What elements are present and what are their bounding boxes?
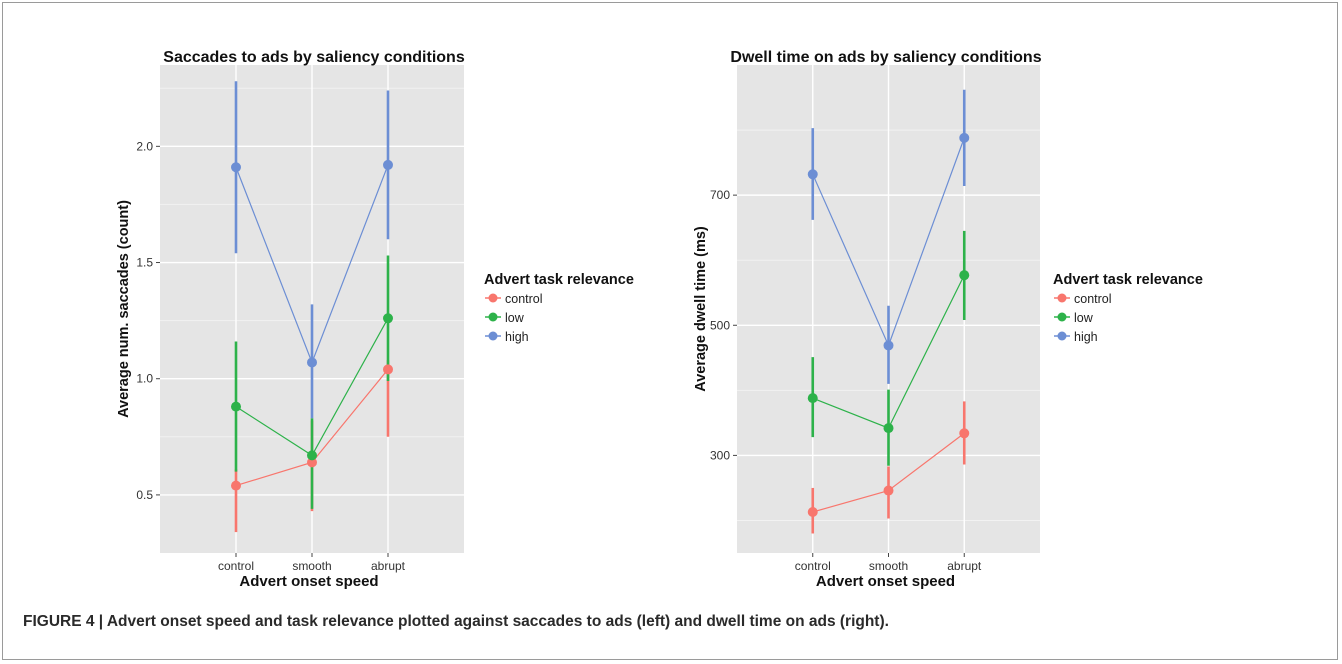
point-control — [959, 428, 970, 439]
point-control — [231, 480, 241, 491]
point-high — [307, 357, 317, 368]
legend: Advert task relevance control low high — [484, 272, 634, 344]
point-low — [307, 450, 317, 461]
x-tick-label: smooth — [869, 559, 908, 573]
legend-label: low — [1074, 311, 1094, 325]
point-low — [231, 401, 241, 412]
legend-item-high: high — [1054, 330, 1098, 344]
x-axis-label: Advert onset speed — [239, 573, 378, 590]
legend-label: low — [505, 311, 525, 325]
chart-1: 0.5 1.0 1.5 2.0 control smooth abrupt Saccades … — [116, 49, 634, 590]
y-tick-label: 500 — [710, 318, 730, 332]
y-tick-label: 1.5 — [136, 256, 153, 270]
x-tick-label: abrupt — [947, 559, 982, 573]
legend-item-low: low — [485, 311, 525, 325]
x-axis-label: Advert onset speed — [816, 573, 955, 590]
legend-key-point — [488, 293, 498, 303]
chart-title: Saccades to ads by saliency conditions — [163, 49, 465, 66]
chart-2: 300 500 700 control smooth abrupt Dwell time o… — [693, 49, 1203, 590]
point-control — [383, 364, 393, 375]
y-tick-label: 1.0 — [136, 372, 153, 386]
legend-title: Advert task relevance — [484, 272, 634, 288]
legend-label: control — [1074, 292, 1112, 306]
legend-item-control: control — [485, 292, 543, 306]
figure-canvas: 0.5 1.0 1.5 2.0 control smooth abrupt Saccades … — [116, 49, 1203, 590]
legend-key-point — [1057, 293, 1067, 303]
point-low — [383, 313, 393, 324]
y-tick-label: 0.5 — [136, 488, 153, 502]
legend-label: control — [505, 292, 543, 306]
x-tick-label: control — [218, 559, 254, 573]
point-control — [807, 507, 818, 518]
figure-caption: FIGURE 4 | Advert onset speed and task r… — [23, 613, 889, 630]
point-control — [307, 457, 317, 468]
point-high — [807, 169, 818, 180]
x-tick-label: control — [795, 559, 831, 573]
y-tick-label: 700 — [710, 188, 730, 202]
legend-label: high — [1074, 330, 1098, 344]
legend-item-control: control — [1054, 292, 1112, 306]
legend-key-point — [488, 331, 498, 341]
point-low — [807, 393, 818, 404]
point-high — [883, 340, 894, 351]
point-low — [883, 423, 894, 434]
point-high — [231, 162, 241, 173]
y-tick-label: 300 — [710, 448, 730, 462]
x-tick-label: smooth — [292, 559, 331, 573]
y-axis-label: Average dwell time (ms) — [693, 226, 709, 392]
point-high — [383, 159, 393, 170]
x-tick-label: abrupt — [371, 559, 406, 573]
point-low — [959, 270, 970, 281]
chart-title: Dwell time on ads by saliency conditions — [730, 49, 1041, 66]
legend-title: Advert task relevance — [1053, 272, 1203, 288]
legend-key-point — [488, 312, 498, 322]
legend-item-high: high — [485, 330, 529, 344]
y-axis-label: Average num. saccades (count) — [116, 200, 132, 418]
legend-item-low: low — [1054, 311, 1094, 325]
legend: Advert task relevance control low high — [1053, 272, 1203, 344]
point-control — [883, 485, 894, 496]
y-tick-label: 2.0 — [136, 139, 153, 153]
legend-key-point — [1057, 331, 1067, 341]
point-high — [959, 132, 970, 143]
legend-label: high — [505, 330, 529, 344]
legend-key-point — [1057, 312, 1067, 322]
